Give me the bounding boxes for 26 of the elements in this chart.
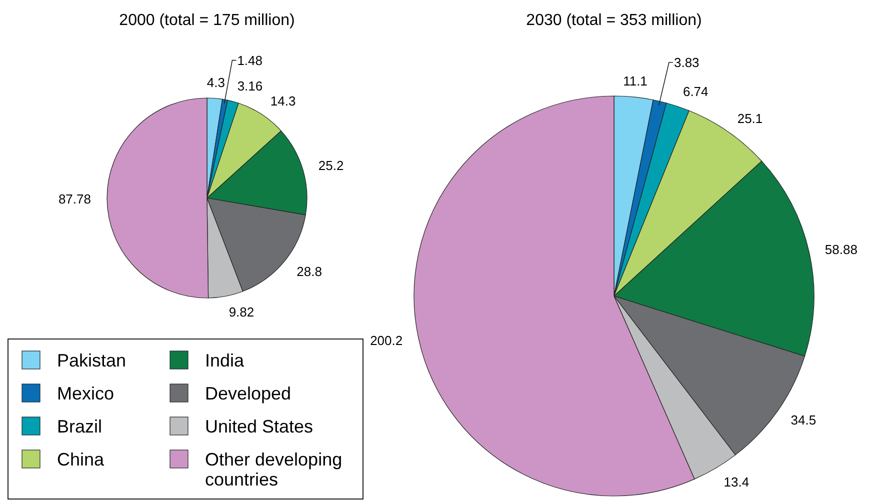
chart-title: 2030 (total = 353 million) [526,12,702,29]
data-label: 200.2 [370,332,403,348]
data-label: 9.82 [228,304,254,320]
data-label: 28.8 [296,264,322,280]
legend-label: Brazil [57,416,102,436]
data-label: 3.16 [237,78,263,94]
legend-label: Mexico [57,383,114,404]
data-label: 11.1 [623,74,648,89]
data-label: 14.3 [270,93,296,108]
data-label: 6.74 [682,84,708,99]
data-label: 13.4 [724,474,750,490]
data-label: 34.5 [790,412,816,428]
legend-label: India [205,350,246,370]
data-label: 25.1 [737,111,763,126]
data-label: 1.48 [237,52,263,68]
data-label: 3.83 [674,54,700,70]
data-label: 25.2 [318,158,344,174]
data-label: 4.3 [206,74,225,90]
legend-label: Other developing countries [205,449,342,490]
legend-label: China [57,449,106,470]
data-label: 58.88 [824,242,858,258]
legend-label: United States [205,416,314,436]
legend-label: Developed [205,383,292,404]
chart-title: 2000 (total = 175 million) [119,12,295,29]
legend-label: Pakistan [57,350,126,370]
data-label: 87.78 [58,191,91,206]
